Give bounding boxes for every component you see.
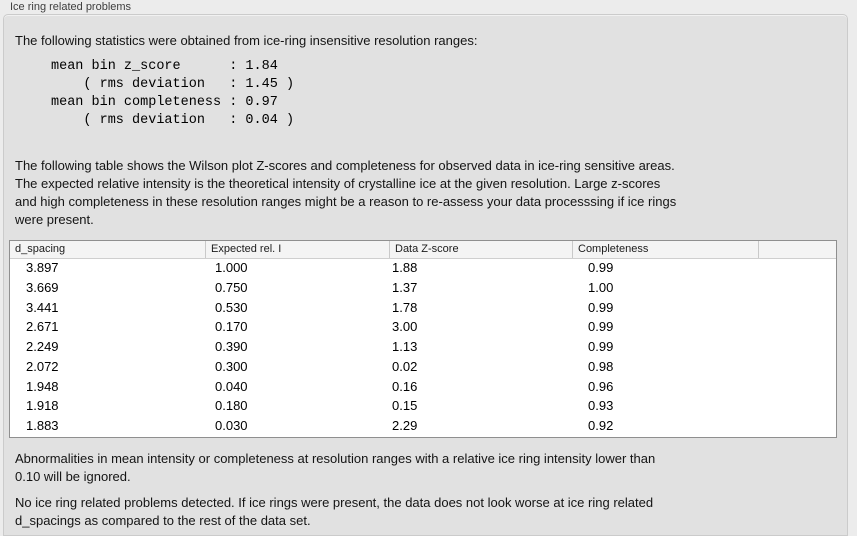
resolution-table: d_spacing Expected rel. I Data Z-score C… [9,240,837,438]
table-row[interactable]: 3.441 0.530 1.78 0.99 [10,299,836,319]
note-line: Abnormalities in mean intensity or compl… [15,451,656,466]
table-cell-data-z-score: 1.37 [392,279,418,295]
stats-block: mean bin z_score : 1.84 ( rms deviation … [51,58,294,130]
conclusion-text: No ice ring related problems detected. I… [15,494,653,530]
table-cell-data-z-score: 3.00 [392,319,418,335]
table-row[interactable]: 2.671 0.170 3.00 0.99 [10,318,836,338]
table-cell-d-spacing: 2.072 [26,358,59,374]
table-cell-expected-rel-i: 0.530 [215,299,248,315]
table-cell-expected-rel-i: 0.180 [215,398,248,414]
table-cell-completeness: 0.96 [588,378,614,394]
table-cell-completeness: 0.99 [588,319,614,335]
table-cell-expected-rel-i: 0.300 [215,358,248,374]
table-cell-empty [758,397,836,417]
stats-line-mean-z-score: mean bin z_score : 1.84 [51,59,278,74]
table-cell-empty [758,279,836,299]
table-cell-completeness: 0.99 [588,299,614,315]
stats-intro-line: The following statistics were obtained f… [15,33,478,48]
table-intro-line: The expected relative intensity is the t… [15,176,661,191]
stats-line-rms-completeness: ( rms deviation : 0.04 ) [51,113,295,128]
table-cell-completeness: 0.92 [588,418,614,434]
table-cell-empty [758,299,836,319]
table-intro-text: The following table shows the Wilson plo… [15,157,676,229]
table-row[interactable]: 2.249 0.390 1.13 0.99 [10,338,836,358]
table-cell-empty [758,378,836,398]
table-intro-line: and high completeness in these resolutio… [15,194,677,209]
table-cell-data-z-score: 0.02 [392,358,418,374]
table-cell-data-z-score: 1.88 [392,260,418,275]
table-cell-data-z-score: 1.78 [392,299,418,315]
col-header-completeness[interactable]: Completeness [572,241,758,258]
col-header-data-z-score[interactable]: Data Z-score [389,241,572,258]
table-intro-line: were present. [15,212,94,227]
col-header-d-spacing[interactable]: d_spacing [15,243,66,255]
groupbox: The following statistics were obtained f… [3,14,848,536]
stats-line-mean-completeness: mean bin completeness : 0.97 [51,95,278,110]
col-header-expected-rel-i[interactable]: Expected rel. I [205,241,389,258]
table-cell-empty [758,259,836,279]
note-text: Abnormalities in mean intensity or compl… [15,450,655,486]
table-cell-empty [758,417,836,437]
table-row[interactable]: 1.918 0.180 0.15 0.93 [10,397,836,417]
table-row[interactable]: 2.072 0.300 0.02 0.98 [10,358,836,378]
table-body: 3.897 1.000 1.88 0.99 3.669 0.750 1.37 1… [10,259,836,437]
table-cell-expected-rel-i: 0.030 [215,418,248,434]
table-cell-expected-rel-i: 0.040 [215,378,248,394]
table-cell-completeness: 0.93 [588,398,614,414]
table-cell-expected-rel-i: 0.390 [215,339,248,355]
table-cell-d-spacing: 3.669 [26,279,59,295]
col-header-empty[interactable] [758,241,836,258]
table-header: d_spacing Expected rel. I Data Z-score C… [10,241,836,259]
table-cell-d-spacing: 1.918 [26,398,59,414]
table-row[interactable]: 1.948 0.040 0.16 0.96 [10,378,836,398]
table-cell-completeness: 0.98 [588,358,614,374]
table-cell-data-z-score: 0.16 [392,378,418,394]
note-line: 0.10 will be ignored. [15,469,131,484]
table-row[interactable]: 3.669 0.750 1.37 1.00 [10,279,836,299]
table-row[interactable]: 3.897 1.000 1.88 0.99 [10,259,836,279]
table-cell-d-spacing: 2.671 [26,319,59,335]
table-cell-d-spacing: 3.897 [26,260,59,275]
table-cell-expected-rel-i: 1.000 [215,260,248,275]
table-cell-empty [758,338,836,358]
conclusion-line: No ice ring related problems detected. I… [15,495,654,510]
conclusion-line: d_spacings as compared to the rest of th… [15,513,311,528]
table-cell-expected-rel-i: 0.170 [215,319,248,335]
stats-intro-text: The following statistics were obtained f… [15,32,477,50]
table-cell-expected-rel-i: 0.750 [215,279,248,295]
table-cell-completeness: 0.99 [588,339,614,355]
table-row[interactable]: 1.883 0.030 2.29 0.92 [10,417,836,437]
table-cell-empty [758,318,836,338]
table-cell-data-z-score: 1.13 [392,339,418,355]
groupbox-title: Ice ring related problems [10,1,132,13]
table-cell-d-spacing: 1.948 [26,378,59,394]
table-cell-d-spacing: 2.249 [26,339,59,355]
table-cell-data-z-score: 0.15 [392,398,418,414]
table-cell-empty [758,358,836,378]
table-cell-d-spacing: 1.883 [26,418,59,434]
table-cell-d-spacing: 3.441 [26,299,59,315]
table-cell-completeness: 1.00 [588,279,614,295]
stats-line-rms-z: ( rms deviation : 1.45 ) [51,77,295,92]
table-cell-completeness: 0.99 [588,260,614,275]
table-intro-line: The following table shows the Wilson plo… [15,158,675,173]
table-cell-data-z-score: 2.29 [392,418,418,434]
